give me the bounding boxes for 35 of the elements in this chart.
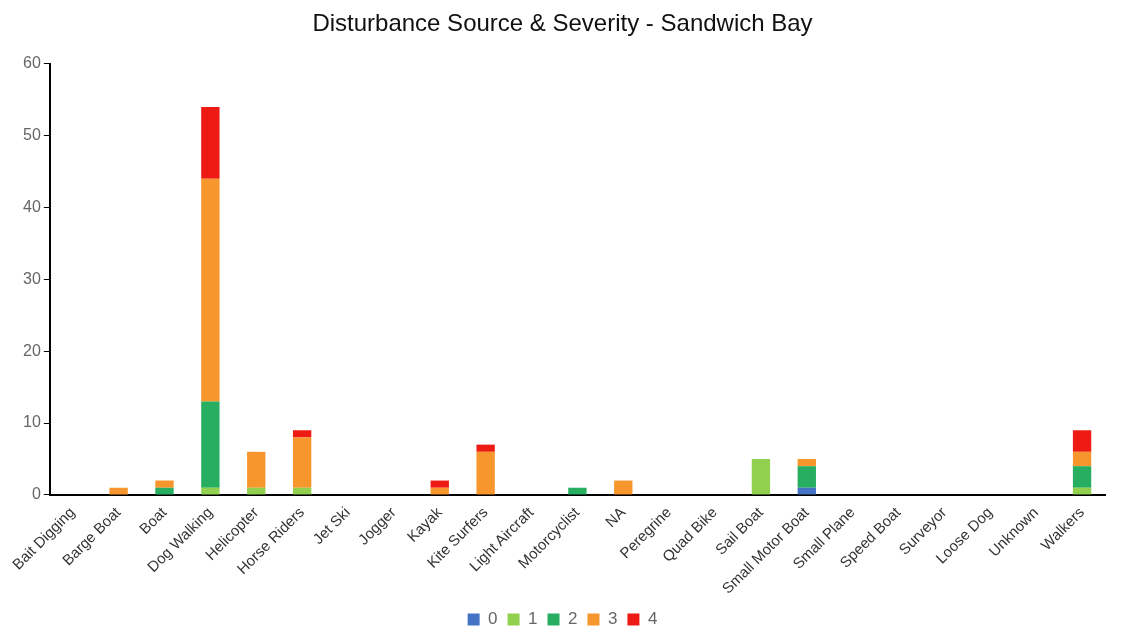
legend-label: 1 [528,609,538,629]
bar [292,430,312,438]
bar [109,487,128,495]
y-tick-label: 0 [31,485,41,503]
legend-label: 4 [647,609,658,629]
bar [797,459,816,467]
y-tick-label: 20 [23,341,41,359]
y-tick-label: 60 [23,54,41,72]
bar [201,487,220,495]
bar [155,480,174,488]
bar [614,480,633,495]
bar [247,451,266,488]
y-tick-label: 30 [23,269,41,287]
y-tick-label: 50 [23,126,41,144]
bar [201,178,220,402]
bar [155,487,174,495]
chart-title: Disturbance Source & Severity - Sandwich Bay [312,9,813,37]
bar [476,451,495,495]
bar [292,437,312,488]
legend-label: 2 [568,609,578,629]
y-tick-label: 40 [23,197,41,215]
bar [201,106,220,179]
y-tick-label: 10 [23,413,41,431]
bar [797,466,816,488]
bar [751,459,771,495]
bar [476,444,495,452]
x-tick-label: Jet Ski [309,503,354,548]
bar [1072,466,1092,488]
bar [201,401,220,488]
legend-label: 3 [607,609,618,629]
bar [568,487,587,495]
bar [1072,451,1092,467]
legend-label: 0 [488,609,498,629]
bar [1072,430,1092,452]
bar [430,480,449,488]
